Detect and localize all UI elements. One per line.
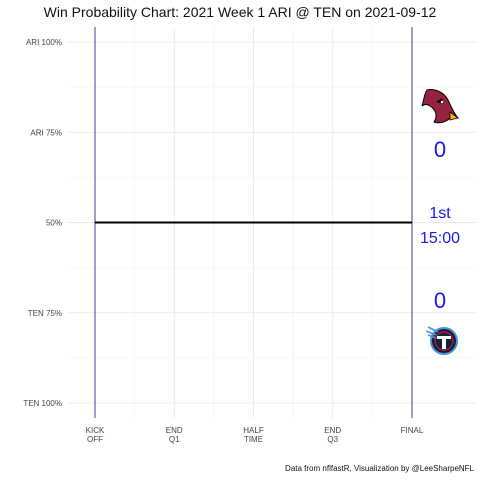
y-tick-labels: ARI 100% ARI 75% 50% TEN 75% TEN 100% xyxy=(23,38,62,408)
y-tick-label: ARI 100% xyxy=(26,38,62,47)
x-tick-label: KICK OFF xyxy=(86,426,105,444)
x-tick-label: END Q1 xyxy=(166,426,183,444)
away-score: 0 xyxy=(434,137,446,162)
x-tick-label: FINAL xyxy=(401,426,424,435)
home-score: 0 xyxy=(434,288,446,313)
x-tick-labels: KICK OFF END Q1 HALF TIME END Q3 FINAL xyxy=(86,426,424,444)
clock-label: 15:00 xyxy=(420,230,460,247)
chart-caption: Data from nflfastR, Visualization by @Le… xyxy=(285,464,475,473)
x-tick-label: HALF TIME xyxy=(243,426,264,444)
y-tick-label: TEN 100% xyxy=(23,399,62,408)
y-tick-label: TEN 75% xyxy=(28,309,62,318)
chart-title: Win Probability Chart: 2021 Week 1 ARI @… xyxy=(44,4,437,20)
x-tick-label: END Q3 xyxy=(324,426,341,444)
y-tick-label: 50% xyxy=(46,219,62,228)
y-tick-label: ARI 75% xyxy=(30,128,62,137)
titans-logo xyxy=(425,326,458,355)
cardinals-logo xyxy=(421,89,460,124)
quarter-label: 1st xyxy=(429,205,451,222)
